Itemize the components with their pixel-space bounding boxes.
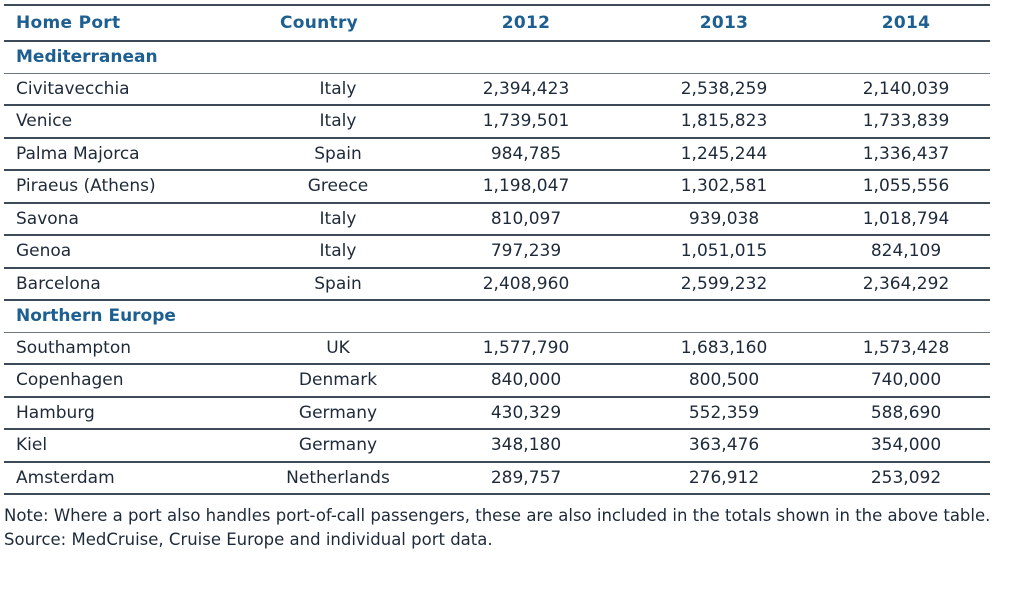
cell-2012: 797,239 bbox=[426, 235, 626, 269]
table-row: Southampton UK 1,577,790 1,683,160 1,573,428 bbox=[4, 332, 990, 365]
table-row: Genoa Italy 797,239 1,051,015 824,109 bbox=[4, 235, 990, 269]
cell-home-port: Piraeus (Athens) bbox=[4, 170, 250, 204]
column-header-2013: 2013 bbox=[626, 4, 822, 42]
cell-home-port: Civitavecchia bbox=[4, 73, 250, 106]
note-text: Note: Where a port also handles port-of-… bbox=[4, 506, 991, 525]
cell-home-port: Hamburg bbox=[4, 396, 250, 430]
cell-country: Netherlands bbox=[250, 461, 426, 495]
table-row: Venice Italy 1,739,501 1,815,823 1,733,839 bbox=[4, 105, 990, 139]
table-row: Civitavecchia Italy 2,394,423 2,538,259 2,14… bbox=[4, 73, 990, 106]
cell-2013: 1,051,015 bbox=[626, 235, 822, 269]
cell-country: UK bbox=[250, 332, 426, 365]
cell-2014: 588,690 bbox=[822, 396, 990, 430]
cell-country: Italy bbox=[250, 105, 426, 139]
cell-2014: 253,092 bbox=[822, 461, 990, 495]
cell-country: Denmark bbox=[250, 364, 426, 398]
cell-2014: 1,018,794 bbox=[822, 202, 990, 236]
cell-home-port: Genoa bbox=[4, 235, 250, 269]
cell-2014: 354,000 bbox=[822, 429, 990, 463]
section-row: Northern Europe bbox=[4, 300, 990, 333]
cell-2012: 2,394,423 bbox=[426, 73, 626, 106]
cell-2012: 1,198,047 bbox=[426, 170, 626, 204]
cell-2013: 2,599,232 bbox=[626, 267, 822, 301]
cell-2012: 430,329 bbox=[426, 396, 626, 430]
table-row: Kiel Germany 348,180 363,476 354,000 bbox=[4, 429, 990, 463]
cell-2014: 1,573,428 bbox=[822, 332, 990, 365]
cruise-port-table: Home Port Country 2012 2013 2014 Mediter… bbox=[4, 4, 990, 495]
table-row: Copenhagen Denmark 840,000 800,500 740,000 bbox=[4, 364, 990, 398]
cell-2012: 840,000 bbox=[426, 364, 626, 398]
cell-2013: 552,359 bbox=[626, 396, 822, 430]
cell-2013: 800,500 bbox=[626, 364, 822, 398]
header-row: Home Port Country 2012 2013 2014 bbox=[4, 4, 990, 42]
cell-home-port: Amsterdam bbox=[4, 461, 250, 495]
cell-country: Italy bbox=[250, 235, 426, 269]
table-row: Amsterdam Netherlands 289,757 276,912 253,09… bbox=[4, 461, 990, 495]
cell-2013: 363,476 bbox=[626, 429, 822, 463]
table-row: Hamburg Germany 430,329 552,359 588,690 bbox=[4, 396, 990, 430]
cell-2014: 2,364,292 bbox=[822, 267, 990, 301]
table-row: Barcelona Spain 2,408,960 2,599,232 2,364,29… bbox=[4, 267, 990, 301]
cell-home-port: Savona bbox=[4, 202, 250, 236]
cell-country: Italy bbox=[250, 73, 426, 106]
column-header-country: Country bbox=[250, 4, 426, 42]
cell-2012: 289,757 bbox=[426, 461, 626, 495]
cell-2012: 984,785 bbox=[426, 137, 626, 171]
cell-2012: 348,180 bbox=[426, 429, 626, 463]
section-label: Northern Europe bbox=[4, 300, 990, 333]
source-text: Source: MedCruise, Cruise Europe and ind… bbox=[4, 530, 493, 549]
cell-2014: 2,140,039 bbox=[822, 73, 990, 106]
cell-2014: 1,055,556 bbox=[822, 170, 990, 204]
table-notes: Note: Where a port also handles port-of-… bbox=[4, 505, 1004, 551]
section-row: Mediterranean bbox=[4, 41, 990, 74]
cell-2014: 1,733,839 bbox=[822, 105, 990, 139]
cell-2014: 740,000 bbox=[822, 364, 990, 398]
table-header: Home Port Country 2012 2013 2014 bbox=[4, 4, 990, 42]
cell-2012: 2,408,960 bbox=[426, 267, 626, 301]
cell-home-port: Southampton bbox=[4, 332, 250, 365]
cell-2013: 939,038 bbox=[626, 202, 822, 236]
cell-2012: 810,097 bbox=[426, 202, 626, 236]
cell-country: Germany bbox=[250, 429, 426, 463]
cell-2013: 1,683,160 bbox=[626, 332, 822, 365]
cell-2014: 824,109 bbox=[822, 235, 990, 269]
column-header-home-port: Home Port bbox=[4, 4, 250, 42]
cell-home-port: Copenhagen bbox=[4, 364, 250, 398]
cell-country: Spain bbox=[250, 267, 426, 301]
cell-2013: 1,245,244 bbox=[626, 137, 822, 171]
cell-2013: 1,302,581 bbox=[626, 170, 822, 204]
section-label: Mediterranean bbox=[4, 41, 990, 74]
cell-home-port: Palma Majorca bbox=[4, 137, 250, 171]
column-header-2012: 2012 bbox=[426, 4, 626, 42]
table-body: Mediterranean Civitavecchia Italy 2,394,423… bbox=[4, 41, 990, 495]
cell-2013: 2,538,259 bbox=[626, 73, 822, 106]
table-row: Savona Italy 810,097 939,038 1,018,794 bbox=[4, 202, 990, 236]
cell-2012: 1,577,790 bbox=[426, 332, 626, 365]
cell-country: Spain bbox=[250, 137, 426, 171]
cell-home-port: Barcelona bbox=[4, 267, 250, 301]
cell-2013: 1,815,823 bbox=[626, 105, 822, 139]
column-header-2014: 2014 bbox=[822, 4, 990, 42]
cell-2012: 1,739,501 bbox=[426, 105, 626, 139]
cell-2014: 1,336,437 bbox=[822, 137, 990, 171]
table-row: Piraeus (Athens) Greece 1,198,047 1,302,581… bbox=[4, 170, 990, 204]
cell-home-port: Kiel bbox=[4, 429, 250, 463]
cell-home-port: Venice bbox=[4, 105, 250, 139]
table-row: Palma Majorca Spain 984,785 1,245,244 1,336,… bbox=[4, 137, 990, 171]
cell-country: Germany bbox=[250, 396, 426, 430]
cell-country: Greece bbox=[250, 170, 426, 204]
cell-2013: 276,912 bbox=[626, 461, 822, 495]
cell-country: Italy bbox=[250, 202, 426, 236]
